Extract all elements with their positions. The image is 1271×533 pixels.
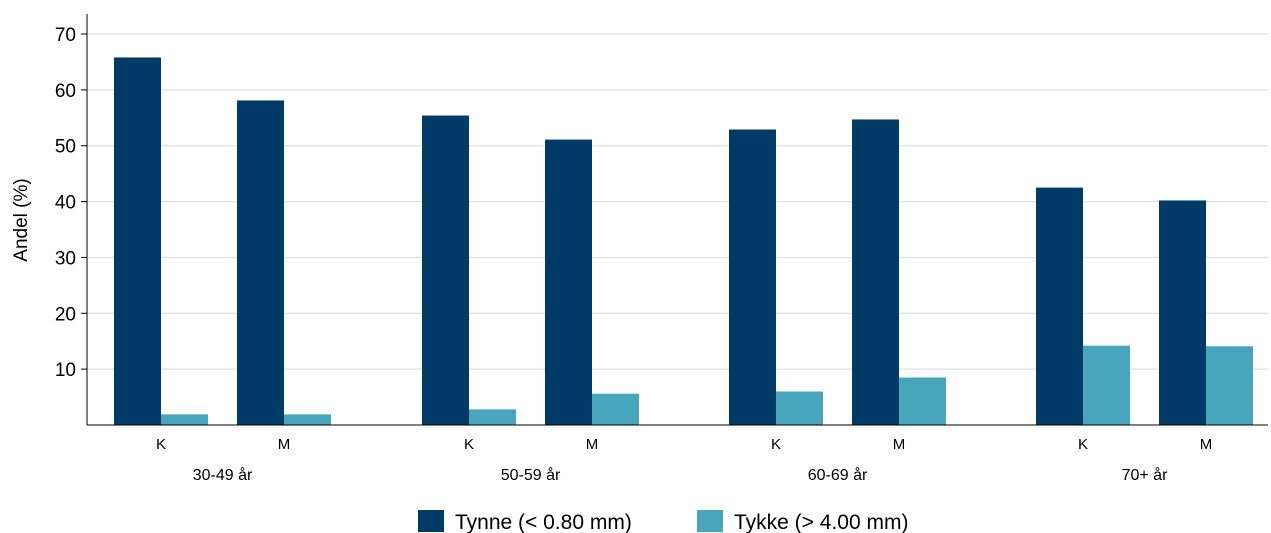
x-tick-label: M <box>278 436 291 453</box>
group-label: 30-49 år <box>193 466 253 484</box>
x-tick-label: K <box>771 436 781 453</box>
x-tick-label: M <box>1200 436 1213 453</box>
bar <box>729 129 776 425</box>
y-ticks: 10 20 30 40 50 60 70 <box>55 25 87 381</box>
bars <box>114 57 1253 426</box>
bar <box>899 377 946 425</box>
bar <box>1083 345 1130 425</box>
legend-label: Tykke (> 4.00 mm) <box>734 511 908 533</box>
bar <box>237 100 284 425</box>
legend-swatch <box>418 510 444 532</box>
y-tick-label: 60 <box>55 81 76 102</box>
group-label: 50-59 år <box>501 466 561 484</box>
x-labels: K M 30-49 år K M 50-59 år K M 60-69 år K M 70+ år <box>156 436 1212 484</box>
legend-swatch <box>697 510 723 532</box>
bar <box>592 393 639 425</box>
x-tick-label: K <box>464 436 474 453</box>
bar <box>1159 200 1206 425</box>
y-tick-label: 10 <box>55 360 76 381</box>
x-tick-label: K <box>1078 436 1088 453</box>
x-tick-label: M <box>893 436 906 453</box>
y-tick-label: 40 <box>55 193 76 214</box>
bar <box>114 57 161 426</box>
y-tick-label: 30 <box>55 248 76 269</box>
bar <box>776 391 823 425</box>
bar <box>545 139 592 425</box>
bar <box>1036 187 1083 425</box>
y-tick-label: 70 <box>55 25 76 46</box>
bar <box>852 119 899 425</box>
y-tick-label: 20 <box>55 304 76 325</box>
group-label: 70+ år <box>1122 466 1168 484</box>
bar <box>161 414 208 425</box>
bar <box>1206 346 1253 425</box>
x-tick-label: M <box>586 436 599 453</box>
legend-label: Tynne (< 0.80 mm) <box>455 511 632 533</box>
axes <box>86 14 1268 426</box>
bar <box>422 115 469 426</box>
bar <box>284 414 331 425</box>
y-tick-label: 50 <box>55 137 76 158</box>
legend: Tynne (< 0.80 mm) Tykke (> 4.00 mm) <box>418 510 908 533</box>
x-tick-label: K <box>156 436 166 453</box>
y-axis-label: Andel (%) <box>11 178 32 261</box>
group-label: 60-69 år <box>808 466 868 484</box>
bar <box>469 409 516 425</box>
